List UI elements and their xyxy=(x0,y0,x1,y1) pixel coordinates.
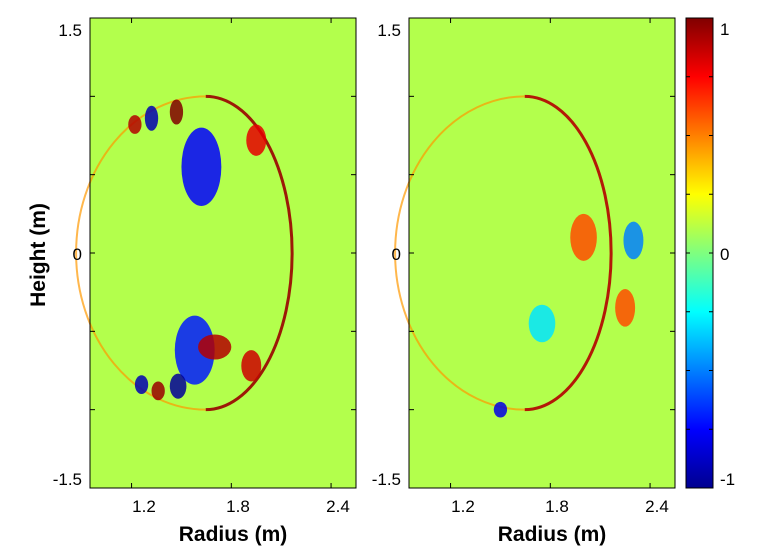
left-panel: 1.5 0 -1.5 1.2 1.8 2.4 Radius (m) Height… xyxy=(27,17,357,546)
left-xtick-3: 2.4 xyxy=(326,497,350,516)
right-heatmap xyxy=(394,18,675,488)
right-panel: 1.5 0 -1.5 1.2 1.8 2.4 Radius (m) xyxy=(372,17,676,546)
right-edge-arc xyxy=(524,94,613,412)
left-ytick-top: 1.5 xyxy=(58,21,82,40)
left-blob xyxy=(169,99,184,125)
right-ytick-bottom: -1.5 xyxy=(372,470,401,489)
left-blob xyxy=(198,334,232,360)
colorbar-label-mid: 0 xyxy=(720,245,729,264)
left-blob xyxy=(181,127,222,206)
left-heatmap xyxy=(75,18,356,488)
left-blob xyxy=(246,124,267,156)
left-xtick-1: 1.2 xyxy=(132,497,156,516)
colorbar-gradient xyxy=(685,17,714,489)
right-xtick-3: 2.4 xyxy=(645,497,669,516)
right-ytick-mid: 0 xyxy=(392,245,401,264)
left-tick-marks xyxy=(90,18,356,488)
right-blob xyxy=(615,289,636,327)
right-blob xyxy=(623,221,644,260)
left-blob xyxy=(174,315,215,385)
right-blob xyxy=(528,304,556,343)
left-blob xyxy=(241,350,262,382)
colorbar-label-top: 1 xyxy=(720,20,729,39)
left-background xyxy=(90,18,356,488)
right-blob xyxy=(493,401,508,418)
colorbar-tick-marks xyxy=(686,17,713,489)
right-tick-marks xyxy=(409,18,675,488)
left-blob xyxy=(128,115,142,134)
right-xtick-1: 1.2 xyxy=(451,497,475,516)
left-ytick-mid: 0 xyxy=(73,245,82,264)
left-y-axis-label: Height (m) xyxy=(27,203,50,307)
colorbar: 1 0 -1 xyxy=(685,17,735,489)
colorbar-label-bottom: -1 xyxy=(720,470,735,489)
left-ytick-bottom: -1.5 xyxy=(53,470,82,489)
left-edge-arc xyxy=(205,94,294,412)
left-xtick-2: 1.8 xyxy=(226,497,250,516)
right-ytick-top: 1.5 xyxy=(377,21,401,40)
right-x-axis-label: Radius (m) xyxy=(498,523,607,546)
left-blob xyxy=(169,373,187,399)
left-blob xyxy=(144,105,159,131)
right-inner-arc xyxy=(394,95,525,411)
left-x-axis-label: Radius (m) xyxy=(179,523,288,546)
right-blob xyxy=(570,213,597,261)
right-xtick-2: 1.8 xyxy=(545,497,569,516)
left-blob xyxy=(134,375,149,394)
left-blob xyxy=(151,381,165,401)
